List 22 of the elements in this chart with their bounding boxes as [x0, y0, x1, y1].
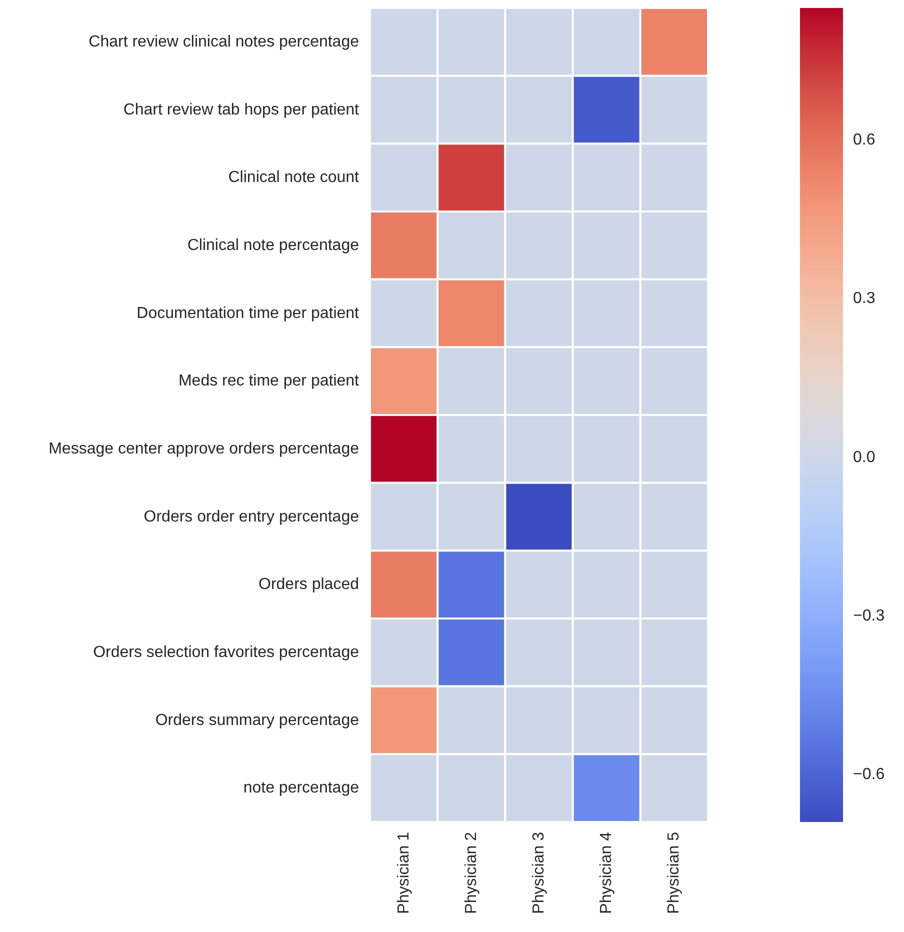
color-bar-label: −0.6: [853, 766, 885, 783]
y-tick-label: Chart review tab hops per patient: [123, 101, 360, 118]
y-tick-label: Orders placed: [258, 576, 359, 594]
x-tick-label: Physician 5: [666, 832, 683, 914]
y-tick-label: Clinical note percentage: [187, 236, 360, 254]
color-bar-label: 0.3: [853, 290, 876, 308]
color-bar-label: 0.6: [853, 132, 876, 149]
y-tick-label: Meds rec time per patient: [178, 372, 360, 390]
y-tick-label: Clinical note count: [228, 169, 360, 186]
color-bar-label: 0.0: [853, 448, 876, 466]
y-tick-label: note percentage: [243, 780, 360, 797]
x-tick-label: Physician 3: [530, 832, 548, 914]
x-tick-label: Physician 1: [395, 832, 412, 914]
x-tick-label: Physician 2: [462, 832, 480, 914]
y-tick-label: Documentation time per patient: [136, 304, 360, 322]
y-tick-label: Message center approve orders percentage: [48, 440, 360, 458]
y-tick-label: Chart review clinical notes percentage: [88, 33, 360, 50]
y-tick-label: Orders order entry percentage: [144, 508, 360, 526]
y-tick-label: Orders selection favorites percentage: [93, 644, 360, 661]
x-tick-label: Physician 4: [598, 832, 616, 914]
color-bar-label: −0.3: [853, 607, 885, 624]
y-tick-label: Orders summary percentage: [155, 712, 360, 729]
